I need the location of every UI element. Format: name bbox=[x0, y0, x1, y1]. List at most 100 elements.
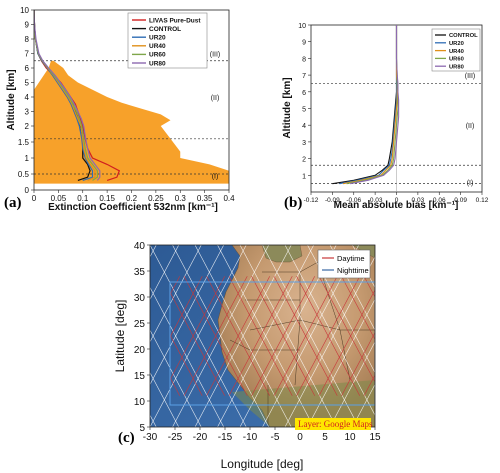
panel-b-y-tick-label: 6 bbox=[302, 90, 306, 97]
night-orbit-track bbox=[172, 245, 270, 427]
night-orbit-track bbox=[374, 426, 375, 427]
panel-a-y-tick-label: 0.5 bbox=[18, 170, 30, 179]
panel-a-shade-area bbox=[34, 60, 229, 184]
night-orbit-track bbox=[398, 245, 494, 427]
panel-b-legend-label: UR80 bbox=[449, 64, 464, 70]
panel-c-y-tick-label: 40 bbox=[134, 241, 146, 252]
panel-a-y-tick-label: 3 bbox=[25, 108, 30, 117]
panel-c-y-tick-label: 30 bbox=[134, 293, 146, 304]
panel-b-y-ticks: 1 2 3 4 5 6 7 8 9 10 bbox=[298, 23, 311, 180]
panel-a-y-axis-label: Altitude [km] bbox=[6, 69, 17, 130]
panel-a-region-label: (II) bbox=[211, 95, 220, 102]
night-orbit-track bbox=[150, 329, 202, 427]
day-orbit-track bbox=[318, 276, 375, 383]
panel-c-y-tick-label: 10 bbox=[134, 397, 146, 408]
panel-c: -30 -25 -20 -15 -10 -5 0 5 10 15 510152025303540 … bbox=[0, 241, 500, 471]
panel-c-x-tick-label: 10 bbox=[344, 432, 356, 443]
panel-a-y-tick-label: 0 bbox=[25, 186, 30, 195]
day-orbit-track bbox=[10, 245, 106, 427]
panel-b-region-label: (I) bbox=[467, 180, 474, 187]
panel-b-x-axis-label: Mean absolute bias [km⁻¹] bbox=[334, 200, 459, 211]
panel-a-y-tick-label: 9 bbox=[25, 21, 30, 30]
panel-c-legend-box bbox=[317, 249, 371, 279]
day-orbit-track bbox=[393, 245, 489, 427]
panel-b-x-tick-label: -0.06 bbox=[346, 197, 361, 204]
panel-a-x-axis-label: Extinction Coefficient 532nm [km⁻¹] bbox=[48, 202, 218, 213]
panel-a-x-tick-label: 0.25 bbox=[148, 194, 164, 203]
panel-a-y-tick-label: 8 bbox=[25, 35, 30, 44]
panel-c-x-tick-label: -30 bbox=[143, 432, 158, 443]
panel-c-plot-frame bbox=[149, 244, 376, 428]
panel-a-x-tick-label: 0.4 bbox=[223, 194, 235, 203]
day-orbit-track bbox=[370, 245, 466, 427]
night-orbit-track bbox=[150, 245, 247, 427]
day-orbit-track bbox=[170, 291, 226, 396]
panel-a-y-ticks: 0 0.5 1 1.5 2 3 4 5 6 7 8 9 10 bbox=[18, 6, 34, 195]
panel-a-y-tick-label: 6 bbox=[25, 64, 30, 73]
panel-a-x-tick-label: 0.05 bbox=[51, 194, 67, 203]
panel-b-region-labels: (I) (II) (III) bbox=[465, 73, 476, 187]
panel-c-x-tick-label: 0 bbox=[297, 432, 303, 443]
panel-a-region-labels: (I) (II) (III) bbox=[210, 52, 221, 181]
panel-c-x-tick-label: -5 bbox=[271, 432, 280, 443]
panel-b-x-tick-label: -0.09 bbox=[325, 197, 340, 204]
night-orbit-track bbox=[0, 245, 66, 427]
panel-b-x-tick-label: -0.12 bbox=[304, 197, 319, 204]
night-orbit-track bbox=[0, 245, 44, 427]
panel-a-legend-label: LIVAS Pure-Dust bbox=[149, 17, 201, 24]
day-orbit-track bbox=[183, 276, 248, 396]
panel-a-legend-label: UR20 bbox=[149, 35, 166, 42]
panel-b-y-tick-label: 7 bbox=[302, 73, 306, 80]
night-orbit-track bbox=[0, 245, 89, 427]
day-orbit-track bbox=[460, 245, 500, 427]
layer-label: Layer: Google Maps bbox=[298, 419, 373, 429]
panel-a-x-tick-label: 0.1 bbox=[77, 194, 89, 203]
panel-a-y-tick-label: 2 bbox=[25, 122, 30, 131]
panel-c-y-tick-label: 5 bbox=[139, 423, 145, 434]
night-orbit-track bbox=[150, 286, 225, 427]
day-orbit-track bbox=[438, 245, 500, 427]
night-orbit-track bbox=[15, 245, 111, 427]
panel-c-x-tick-label: -20 bbox=[193, 432, 208, 443]
night-orbit-track bbox=[443, 245, 500, 427]
panel-a-series-line bbox=[34, 10, 101, 181]
night-orbit-track bbox=[194, 245, 292, 427]
night-orbit-track bbox=[15, 245, 111, 427]
panel-c-legend: Daytime Nighttime bbox=[317, 249, 371, 279]
panel-a-y-tick-label: 1 bbox=[25, 154, 30, 163]
panel-b-y-tick-label: 9 bbox=[302, 40, 306, 47]
panel-c-x-ticks: -30 -25 -20 -15 -10 -5 0 5 10 15 bbox=[143, 427, 381, 443]
night-orbit-track bbox=[420, 245, 500, 427]
night-orbit-track bbox=[150, 371, 180, 427]
day-orbit-track bbox=[341, 276, 375, 341]
panel-a-x-tick-label: 0.3 bbox=[175, 194, 187, 203]
night-orbit-track bbox=[0, 245, 21, 427]
night-orbit-track bbox=[443, 245, 500, 427]
panel-a-y-tick-label: 10 bbox=[20, 6, 29, 15]
panel-c-map bbox=[0, 245, 500, 427]
panel-c-x-tick-label: -15 bbox=[218, 432, 233, 443]
panel-a-legend-label: UR40 bbox=[149, 43, 166, 50]
panel-a-x-tick-label: 0.2 bbox=[126, 194, 138, 203]
panel-b-legend-label: UR20 bbox=[449, 41, 464, 47]
day-orbit-track bbox=[438, 245, 500, 427]
panel-c-x-tick-label: -10 bbox=[243, 432, 258, 443]
day-orbit-track bbox=[370, 245, 466, 427]
panel-b-y-tick-label: 10 bbox=[298, 23, 306, 30]
night-orbit-track bbox=[398, 245, 494, 427]
panel-c-y-axis-label: Latitude [deg] bbox=[113, 300, 127, 373]
panel-c-y-ticks: 5 10 15 20 25 30 35 40 bbox=[134, 241, 150, 434]
panel-b-y-tick-label: 3 bbox=[302, 140, 306, 147]
day-orbit-track bbox=[251, 276, 316, 396]
legend-daytime-label: Daytime bbox=[337, 254, 365, 263]
panel-a-label: (a) bbox=[4, 195, 22, 211]
day-orbit-track bbox=[170, 334, 203, 396]
panel-b-series-line bbox=[350, 25, 400, 185]
night-orbit-track bbox=[0, 245, 44, 427]
day-orbit-track bbox=[415, 245, 500, 427]
night-orbit-track bbox=[329, 341, 375, 427]
panel-b-legend-label: UR40 bbox=[449, 49, 464, 55]
panel-b-y-axis-label: Altitude [km] bbox=[282, 77, 293, 138]
